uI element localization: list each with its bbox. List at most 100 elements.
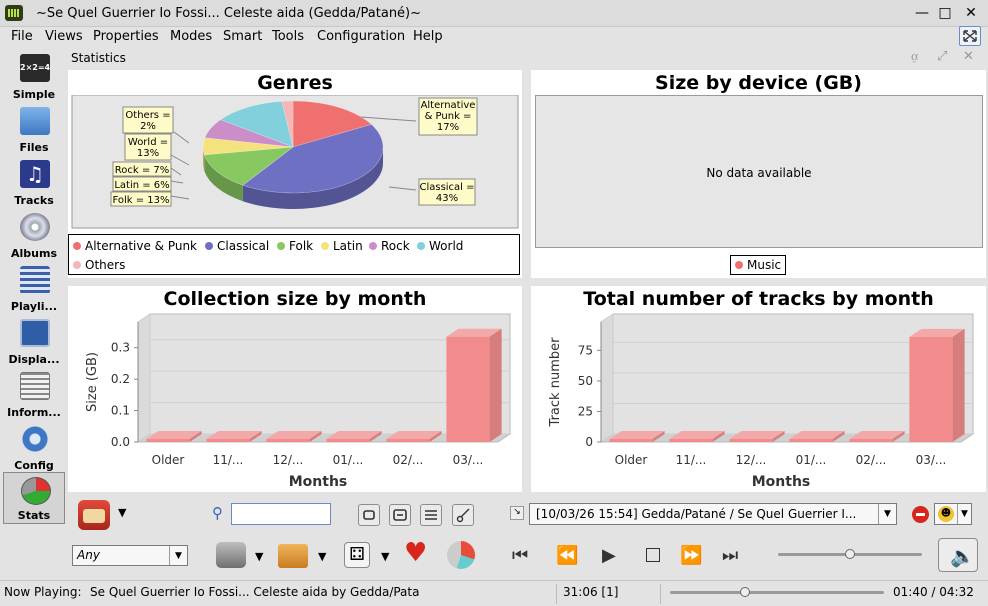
sidebar-item-config[interactable]: Config xyxy=(3,421,65,473)
x-tick-label: 01/... xyxy=(333,453,364,467)
chevron-down-icon: ▼ xyxy=(169,546,187,565)
callout-alt: & Punk = xyxy=(425,111,472,122)
chart-title: Genres xyxy=(257,72,333,94)
sidebar-item-albums[interactable]: Albums xyxy=(3,209,65,261)
previous-button[interactable]: ⏮ xyxy=(512,545,529,566)
status-bar: Now Playing: Se Quel Guerrier Io Fossi..… xyxy=(0,580,988,606)
sidebar-item-stats[interactable]: Stats xyxy=(3,472,65,524)
legend-item: Folk xyxy=(277,239,313,253)
menu-bar: File Views Properties Modes Smart Tools … xyxy=(0,27,988,47)
history-icon[interactable]: ↘ xyxy=(510,506,524,520)
stop-after-icon[interactable] xyxy=(912,506,929,523)
position-slider-track[interactable] xyxy=(670,591,884,594)
pie-slice-side xyxy=(204,154,243,202)
turntable-icon[interactable] xyxy=(216,542,246,568)
bar xyxy=(386,431,442,442)
callout-world: World = xyxy=(128,137,168,148)
callout-world: 13% xyxy=(137,148,159,159)
playlist-icon xyxy=(20,266,50,294)
next-button[interactable]: ⏭ xyxy=(722,545,739,566)
leader-line xyxy=(170,167,182,176)
radio-icon[interactable] xyxy=(78,500,110,530)
sidebar-item-label: Tracks xyxy=(14,194,54,207)
sidebar-item-label: Albums xyxy=(11,247,57,260)
repeat-button[interactable] xyxy=(358,504,380,526)
close-window-button[interactable]: ✕ xyxy=(965,5,977,21)
legend-swatch xyxy=(735,261,743,269)
radio-menu-chevron-down-icon[interactable]: ▼ xyxy=(118,506,127,519)
ambience-selected-value: Any xyxy=(77,548,100,562)
play-button[interactable]: ▶ xyxy=(602,545,616,566)
view-sidebar: 2×2=4 Simple Files ♫ Tracks Albums Playl… xyxy=(0,48,68,526)
legend-item: World xyxy=(417,239,463,253)
legend-swatch xyxy=(417,242,425,250)
chart-title: Total number of tracks by month xyxy=(583,288,934,310)
leader-line xyxy=(360,116,417,122)
sidebar-item-tracks[interactable]: ♫ Tracks xyxy=(3,156,65,208)
stop-button[interactable] xyxy=(646,548,660,562)
x-axis-label: Months xyxy=(752,474,811,490)
continue-button[interactable] xyxy=(420,504,442,526)
sidebar-item-label: Simple xyxy=(12,88,56,101)
x-tick-label: 11/... xyxy=(676,453,707,467)
mood-select[interactable]: ☻ ▼ xyxy=(934,503,972,525)
legend-item: Alternative & Punk xyxy=(73,239,197,253)
callout-others: 2% xyxy=(140,121,156,132)
genres-panel: Genres Alternative & Punk = 17% Classica… xyxy=(68,70,522,278)
dj-menu-chevron-down-icon[interactable]: ▼ xyxy=(255,550,264,563)
no-data-text: No data available xyxy=(706,166,812,180)
rewind-button[interactable]: ⏪ xyxy=(556,545,579,566)
callout-others: Others = xyxy=(125,110,170,121)
x-tick-label: 02/... xyxy=(393,453,424,467)
menu-smart[interactable]: Smart xyxy=(223,29,263,44)
pin-icon[interactable]: ⍶ xyxy=(911,49,919,64)
fullscreen-button[interactable] xyxy=(959,26,981,46)
heart-icon[interactable]: ♥ xyxy=(404,538,428,568)
menu-tools[interactable]: Tools xyxy=(272,29,305,44)
callout-folk: Folk = 13% xyxy=(112,195,169,206)
shuffle-menu-chevron-down-icon[interactable]: ▼ xyxy=(381,550,390,563)
speaker-icon: 🔈 xyxy=(950,544,975,568)
leader-line xyxy=(173,131,190,144)
ambience-select[interactable]: Any ▼ xyxy=(72,545,188,566)
tracks-panel: Total number of tracks by month 0 25 50 75 O… xyxy=(531,286,986,492)
music-note-icon: ♫ xyxy=(20,160,50,188)
menu-file[interactable]: File xyxy=(11,29,33,44)
menu-modes[interactable]: Modes xyxy=(170,29,213,44)
intro-button[interactable] xyxy=(452,504,474,526)
volume-slider-knob[interactable] xyxy=(845,549,855,559)
pie-slice xyxy=(202,137,294,156)
now-playing-label: Now Playing: xyxy=(4,585,82,599)
box-icon[interactable] xyxy=(278,544,308,568)
minimize-button[interactable]: — xyxy=(915,5,929,21)
globe-icon[interactable] xyxy=(447,541,475,569)
legend-item: Music xyxy=(735,258,781,272)
sidebar-item-playlists[interactable]: Playli... xyxy=(3,262,65,314)
bar xyxy=(206,431,262,442)
search-input[interactable] xyxy=(231,503,331,525)
sidebar-item-information[interactable]: Inform... xyxy=(3,368,65,420)
menu-properties[interactable]: Properties xyxy=(93,29,159,44)
menu-help[interactable]: Help xyxy=(413,29,443,44)
legend-item: Others xyxy=(73,258,125,272)
sidebar-item-files[interactable]: Files xyxy=(3,103,65,155)
continue-icon xyxy=(425,510,437,520)
menu-views[interactable]: Views xyxy=(45,29,83,44)
sidebar-item-simple[interactable]: 2×2=4 Simple xyxy=(3,50,65,102)
maximize-button[interactable]: □ xyxy=(938,5,952,21)
shuffle-button[interactable] xyxy=(389,504,411,526)
menu-configuration[interactable]: Configuration xyxy=(317,29,406,44)
box-menu-chevron-down-icon[interactable]: ▼ xyxy=(318,550,327,563)
bar xyxy=(609,431,665,442)
history-select[interactable]: [10/03/26 15:54] Gedda/Patané / Se Quel … xyxy=(529,503,897,525)
sidebar-item-display[interactable]: Displa... xyxy=(3,315,65,367)
gear-icon xyxy=(20,425,50,453)
search-icon: ⚲ xyxy=(212,504,223,522)
dice-icon[interactable]: ⚃ xyxy=(344,542,370,568)
position-slider-knob[interactable] xyxy=(739,587,750,597)
forward-button[interactable]: ⏩ xyxy=(680,545,703,566)
close-panel-icon[interactable]: ✕ xyxy=(963,49,974,64)
now-playing-text: Se Quel Guerrier Io Fossi... Celeste aid… xyxy=(90,585,420,599)
volume-button[interactable]: 🔈 xyxy=(938,538,978,572)
expand-icon[interactable]: ⤢ xyxy=(937,49,948,64)
